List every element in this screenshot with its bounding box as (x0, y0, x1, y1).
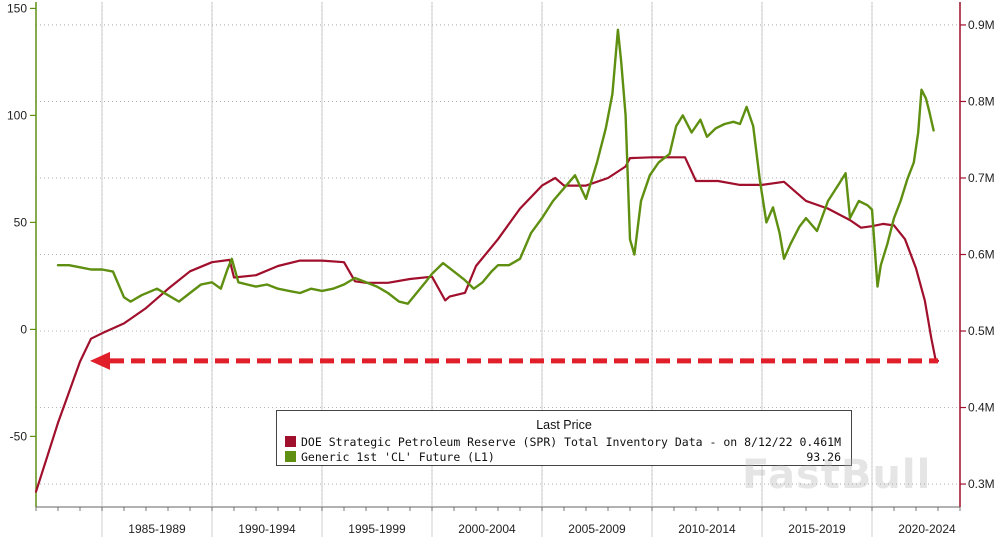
left-tick-label: 50 (14, 215, 28, 229)
x-axis: 1985-1989 1990-1994 1995-1999 2000-2004 2005… (35, 2, 961, 537)
legend-value-spr: 0.461M (799, 434, 841, 449)
legend: Last Price DOE Strategic Petroleum Reser… (276, 410, 852, 466)
x-tick-label: 1985-1989 (128, 522, 186, 536)
arrow-annotation (90, 351, 938, 370)
right-tick-label: 0.7M (968, 171, 995, 185)
right-tick-label: 0.6M (968, 248, 995, 262)
left-tick-label: 100 (7, 108, 27, 122)
x-tick-label: 2000-2004 (458, 522, 516, 536)
x-tick-label: 2015-2019 (788, 522, 846, 536)
x-tick-label: 1990-1994 (238, 522, 296, 536)
legend-label-cl: Generic 1st 'CL' Future (L1) (301, 449, 495, 464)
right-tick-label: 0.9M (968, 18, 995, 32)
fastbull-watermark-logo: FastBull (742, 452, 932, 498)
series-line-cl (56, 28, 935, 305)
legend-swatch-cl (285, 451, 296, 462)
left-axis: -50 0 50 100 150 (7, 1, 36, 443)
right-axis: 0.3M 0.4M 0.5M 0.6M 0.7M 0.8M 0.9M (960, 18, 995, 491)
legend-swatch-spr (285, 436, 296, 447)
series-line-spr (34, 156, 940, 493)
left-tick-label: 0 (20, 322, 27, 336)
right-tick-label: 0.5M (968, 324, 995, 338)
right-tick-label: 0.3M (968, 477, 995, 491)
legend-entry-cl: Generic 1st 'CL' Future (L1) 93.26 (277, 449, 851, 464)
x-tick-label: 2010-2014 (678, 522, 736, 536)
x-tick-label: 2005-2009 (568, 522, 626, 536)
left-tick-label: -50 (10, 429, 28, 443)
right-tick-label: 0.4M (968, 401, 995, 415)
arrow-head (90, 351, 110, 370)
series-group (34, 28, 940, 493)
x-tick-label: 2020-2024 (898, 522, 956, 536)
legend-label-spr: DOE Strategic Petroleum Reserve (SPR) To… (301, 434, 800, 449)
right-tick-label: 0.8M (968, 94, 995, 108)
legend-title: Last Price (536, 418, 592, 432)
left-tick-label: 150 (7, 1, 27, 15)
legend-entry-spr: DOE Strategic Petroleum Reserve (SPR) To… (277, 434, 851, 449)
x-tick-label: 1995-1999 (348, 522, 406, 536)
legend-value-cl: 93.26 (806, 449, 841, 464)
